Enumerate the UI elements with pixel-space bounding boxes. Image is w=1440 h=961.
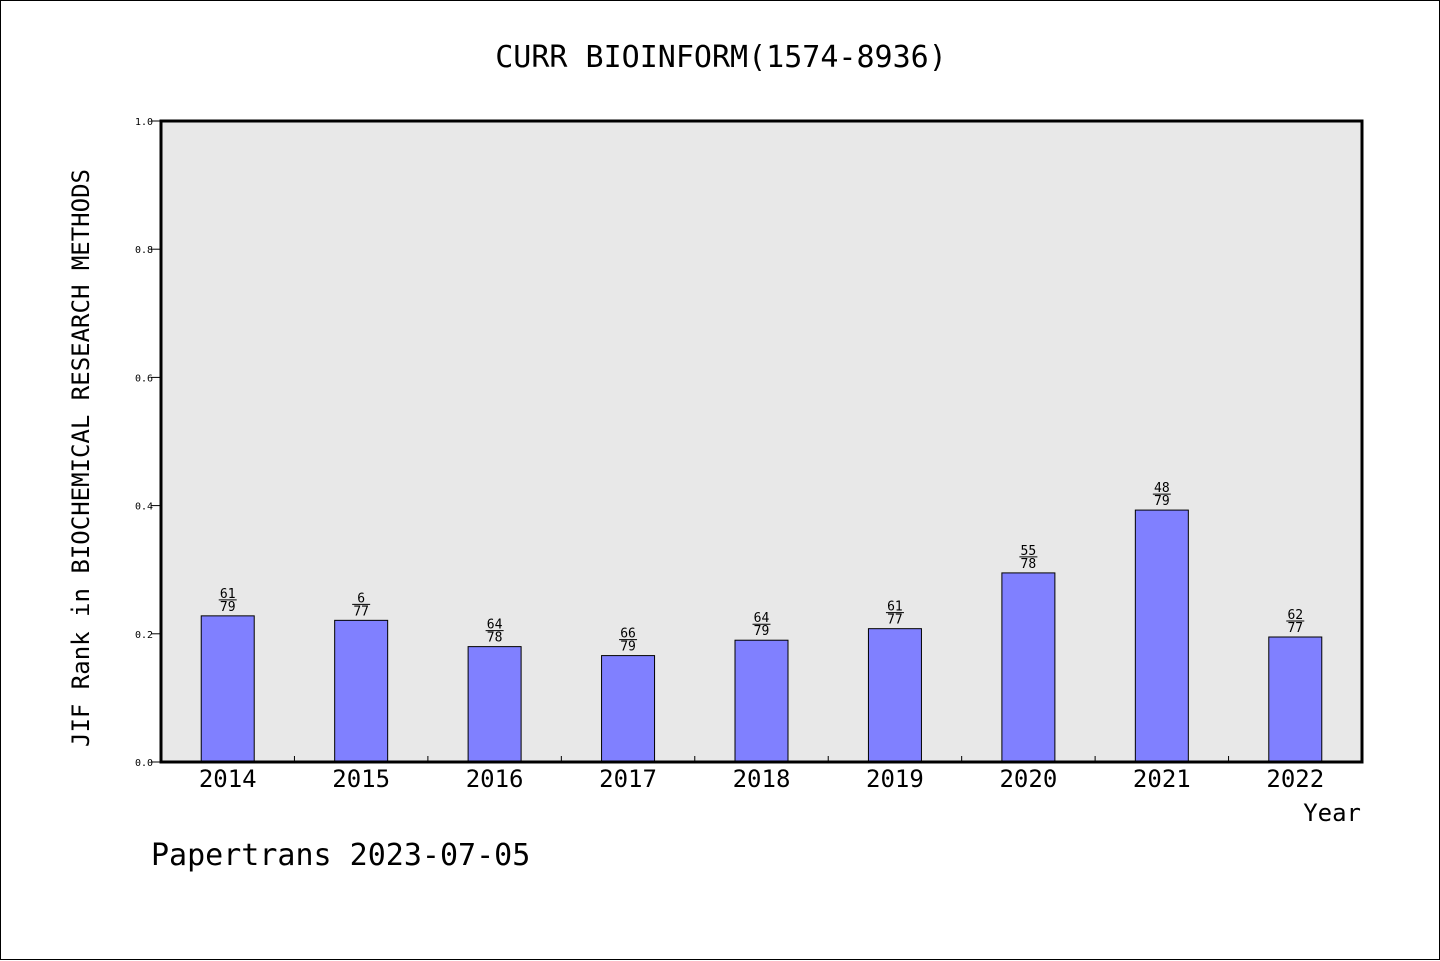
x-axis: 2014 2015 2016 2017 2018 2019 2020 2021 2022 xyxy=(199,756,1324,793)
y-tick-label: 0.4 xyxy=(135,502,153,513)
x-axis-label: Year xyxy=(1303,799,1361,827)
x-tick-label: 2017 xyxy=(599,765,657,793)
x-tick-label: 2015 xyxy=(332,765,390,793)
bar-rank-label: 66 xyxy=(620,627,636,642)
x-tick-label: 2019 xyxy=(866,765,924,793)
bar-rank-label: 6 xyxy=(357,591,365,606)
x-tick-label: 2020 xyxy=(999,765,1057,793)
bar-total-label: 78 xyxy=(1021,557,1037,572)
chart-title: CURR BIOINFORM(1574-8936) xyxy=(495,40,947,75)
bar-2015 xyxy=(334,619,389,763)
bar-rank-label: 64 xyxy=(754,611,770,626)
x-tick-label: 2014 xyxy=(199,765,257,793)
bar-rank-label: 55 xyxy=(1021,544,1037,559)
bar-rank-label: 61 xyxy=(220,587,236,602)
bar-total-label: 77 xyxy=(353,604,369,619)
bar-rank-label: 62 xyxy=(1287,608,1303,623)
bar-total-label: 78 xyxy=(487,631,503,646)
bar-2016 xyxy=(467,646,522,763)
y-axis-label: JIF Rank in BIOCHEMICAL RESEARCH METHODS xyxy=(67,169,95,747)
bar-2020 xyxy=(1001,572,1056,763)
bar-rank-label: 64 xyxy=(487,618,503,633)
bar-total-label: 79 xyxy=(1154,494,1170,509)
bar-total-label: 77 xyxy=(887,613,903,628)
bar-2014 xyxy=(200,615,255,763)
y-axis: 0.0 0.2 0.4 0.6 0.8 1.0 xyxy=(135,117,161,769)
bar-2022 xyxy=(1268,636,1323,763)
bar-total-label: 79 xyxy=(220,600,236,615)
x-tick-label: 2022 xyxy=(1266,765,1324,793)
y-tick-label: 0.0 xyxy=(135,758,153,769)
y-tick-label: 0.6 xyxy=(135,373,153,384)
bar-2021 xyxy=(1134,509,1189,763)
bar-rank-label: 61 xyxy=(887,600,903,615)
x-tick-label: 2016 xyxy=(466,765,524,793)
bar-2017 xyxy=(601,655,656,763)
x-tick-label: 2018 xyxy=(733,765,791,793)
x-tick-label: 2021 xyxy=(1133,765,1191,793)
bar-total-label: 79 xyxy=(620,640,636,655)
y-tick-label: 1.0 xyxy=(135,117,153,128)
bar-total-label: 79 xyxy=(754,624,770,639)
y-tick-label: 0.2 xyxy=(135,630,153,641)
footer-text: Papertrans 2023-07-05 xyxy=(151,838,530,873)
y-tick-label: 0.8 xyxy=(135,245,153,256)
plot-border xyxy=(159,119,1364,764)
bar-2019 xyxy=(867,628,922,763)
bar-total-label: 77 xyxy=(1287,621,1303,636)
bar-rank-label: 48 xyxy=(1154,481,1170,496)
bar-2018 xyxy=(734,639,789,763)
